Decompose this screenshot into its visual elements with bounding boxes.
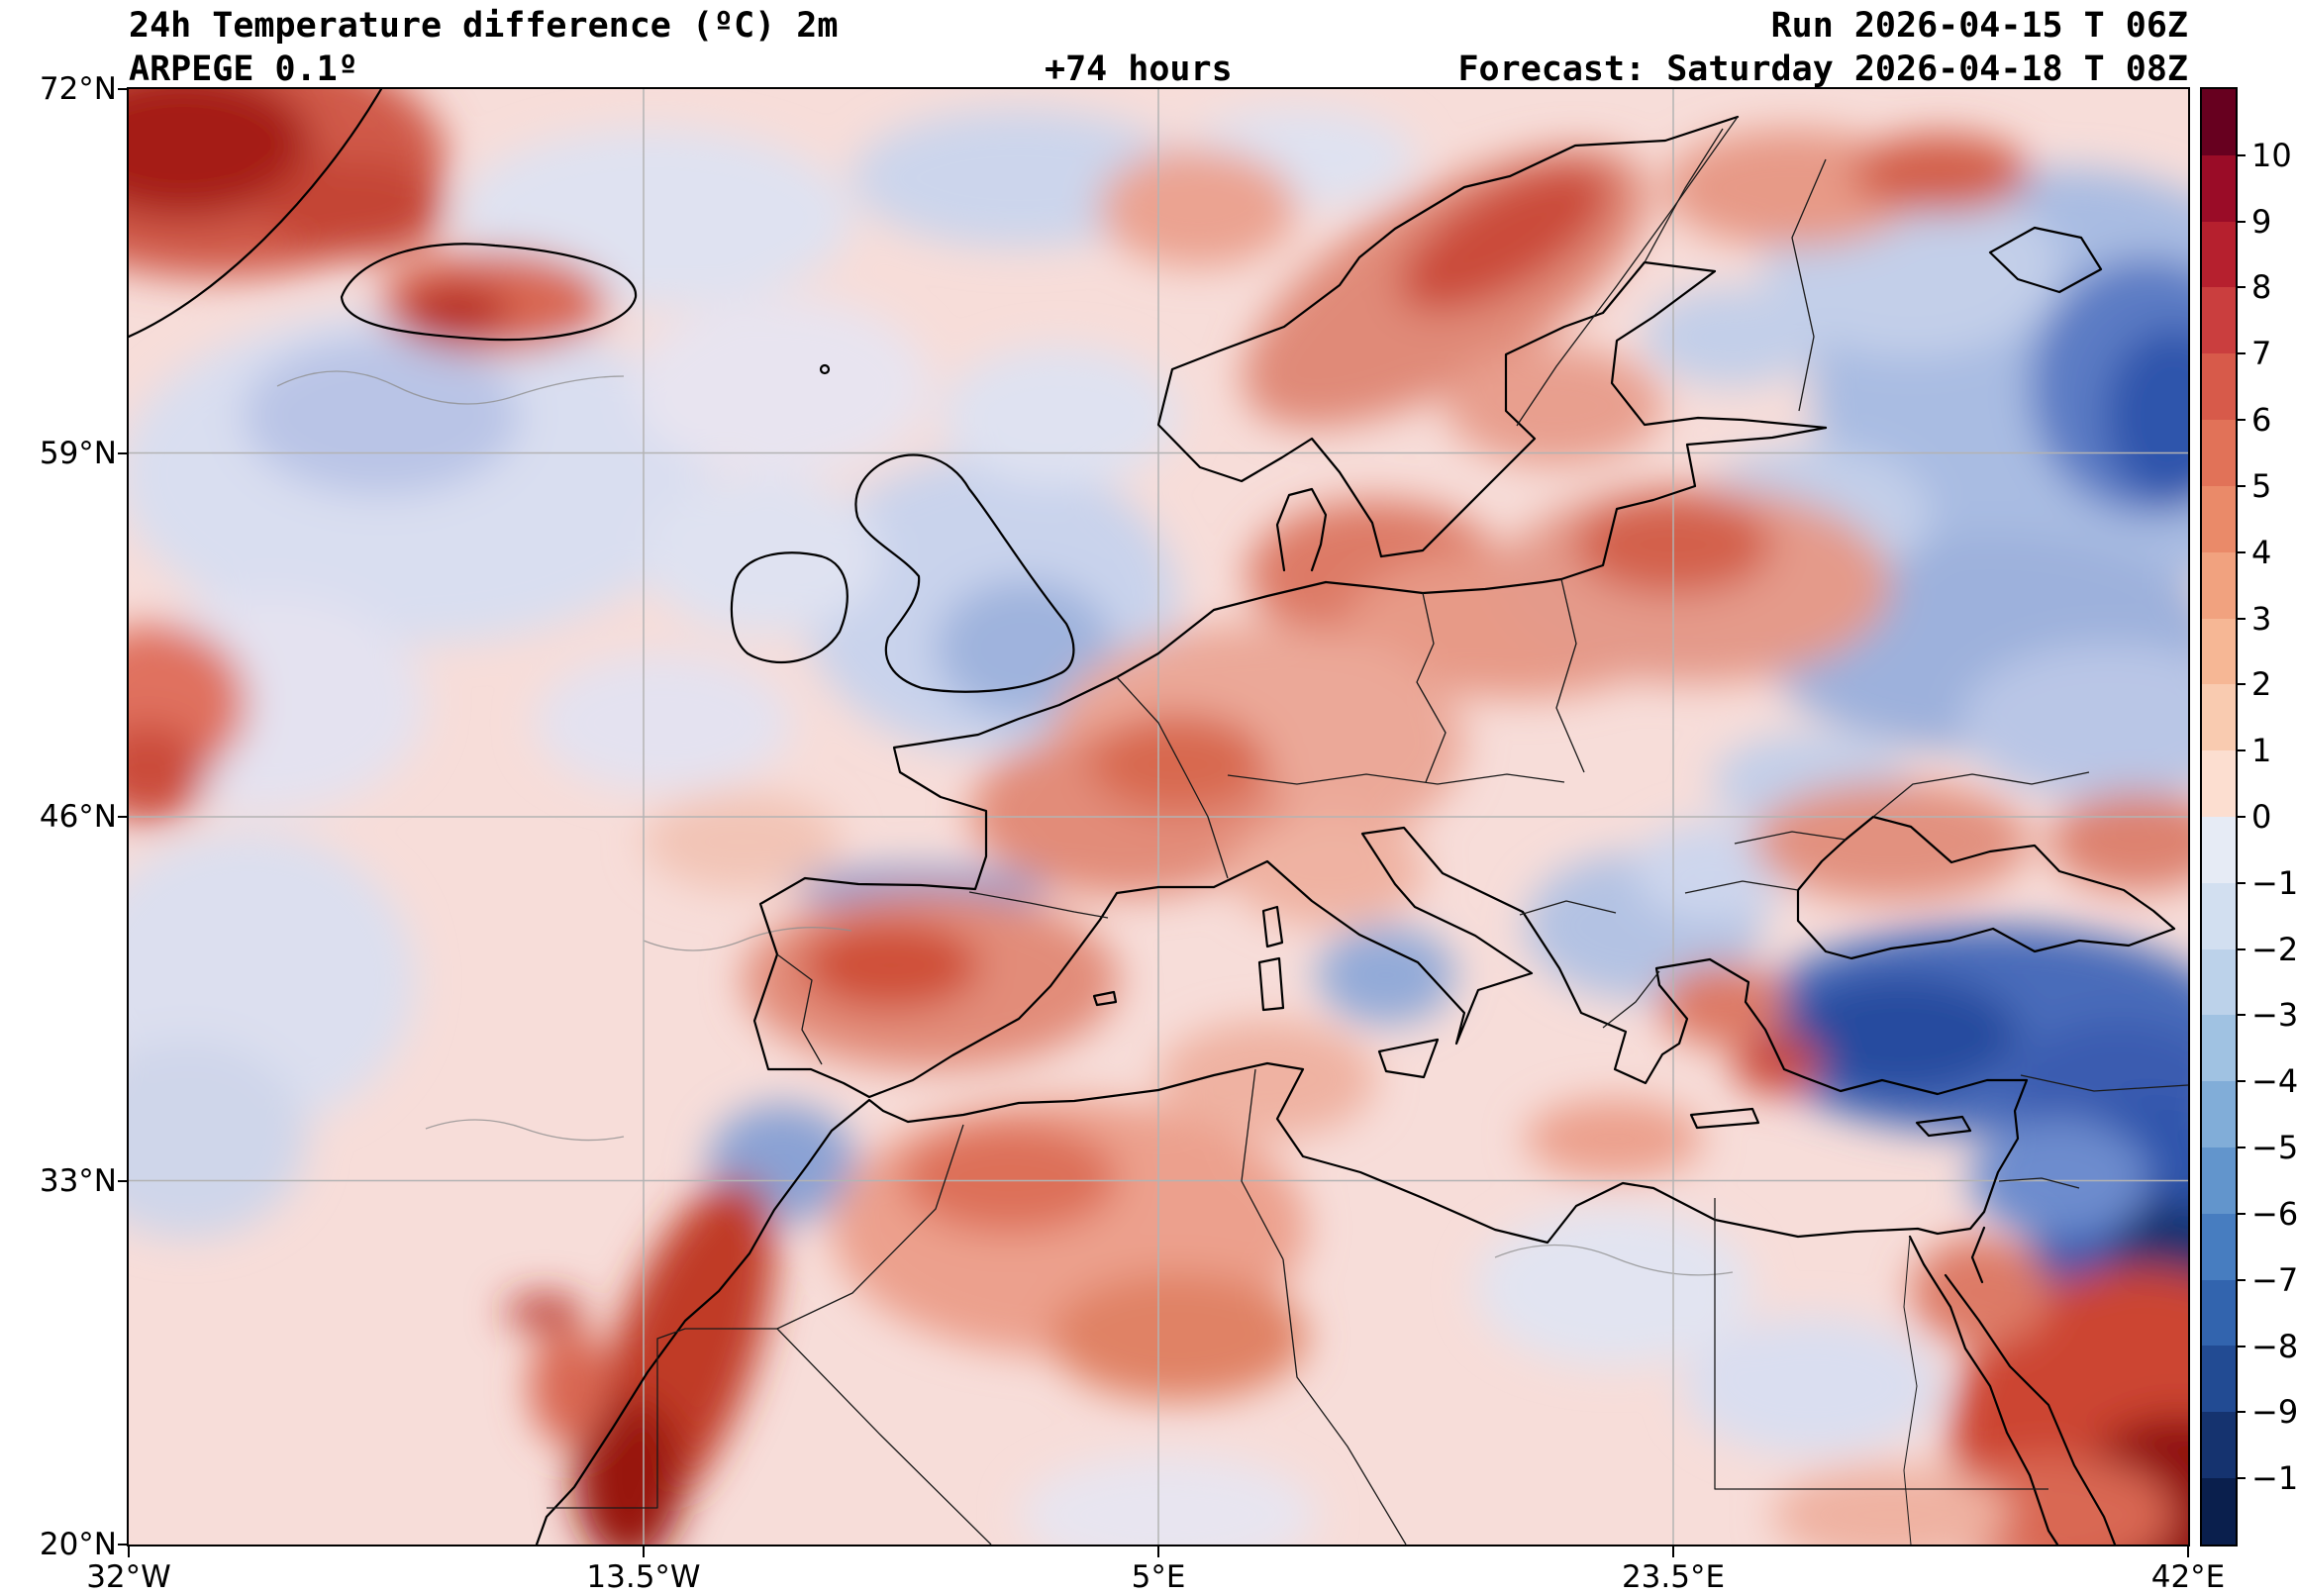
colorbar-band [2202, 1346, 2236, 1413]
model-label: ARPEGE 0.1º [129, 50, 358, 89]
lon-tick-label: 5°E [1131, 1559, 1186, 1595]
lon-tickmark [1157, 1546, 1159, 1557]
colorbar-band [2202, 1412, 2236, 1479]
lon-tickmark [1672, 1546, 1674, 1557]
colorbar-tick-label: 5 [2251, 466, 2272, 505]
colorbar-tick-label: −8 [2251, 1327, 2297, 1365]
lat-tick-label: 72°N [39, 71, 117, 107]
colorbar-band [2202, 353, 2236, 421]
country-borders [547, 116, 2188, 1545]
lon-tick-label: 42°E [2150, 1559, 2226, 1595]
colorbar-tick-label: −4 [2251, 1062, 2297, 1101]
lon-tickmark [128, 1546, 130, 1557]
colorbar-tick-label: −3 [2251, 996, 2297, 1035]
colorbar-band [2202, 750, 2236, 817]
colorbar-tick-label: 6 [2251, 401, 2272, 440]
zero-contours [276, 370, 1734, 1276]
colorbar-band [2202, 948, 2236, 1016]
colorbar-tick-label: 4 [2251, 533, 2272, 571]
colorbar-tick-label: 2 [2251, 665, 2272, 704]
colorbar-tick-label: −2 [2251, 930, 2297, 968]
colorbar-band [2202, 882, 2236, 949]
colorbar-band [2202, 287, 2236, 354]
lat-tick-label: 20°N [39, 1527, 117, 1562]
colorbar-tick-label: −9 [2251, 1393, 2297, 1432]
gridlines [129, 89, 2188, 1545]
colorbar-band [2202, 551, 2236, 619]
lon-tick-label: 13.5°W [586, 1559, 701, 1595]
colorbar-tick-label: 8 [2251, 268, 2272, 307]
colorbar-band [2202, 684, 2236, 751]
colorbar-tick-label: 1 [2251, 732, 2272, 770]
map-plot-frame [127, 87, 2190, 1546]
colorbar-band [2202, 1147, 2236, 1214]
run-label: Run 2026-04-15 T 06Z [1770, 6, 2188, 46]
lat-tick-label: 59°N [39, 435, 117, 471]
map-title: 24h Temperature difference (ºC) 2m [129, 6, 839, 46]
lon-tick-label: 23.5°E [1621, 1559, 1726, 1595]
colorbar-tick-label: −7 [2251, 1260, 2297, 1299]
colorbar-band [2202, 1279, 2236, 1347]
lat-tick-label: 46°N [39, 799, 117, 835]
colorbar-band [2202, 1478, 2236, 1545]
colorbar-band [2202, 420, 2236, 486]
colorbar-band [2202, 89, 2236, 155]
colorbar-band [2202, 154, 2236, 222]
colorbar-tick-label: 0 [2251, 798, 2272, 836]
colorbar-tick-label: 10 [2251, 136, 2292, 174]
colorbar-band [2202, 1081, 2236, 1147]
map-canvas [129, 89, 2188, 1545]
colorbar-tick-label: 9 [2251, 202, 2272, 241]
colorbar [2200, 87, 2238, 1546]
lon-tickmark [2187, 1546, 2189, 1557]
colorbar-band [2202, 816, 2236, 883]
colorbar-band [2202, 1213, 2236, 1280]
colorbar-band [2202, 221, 2236, 288]
colorbar-band [2202, 618, 2236, 685]
lon-tickmark [643, 1546, 645, 1557]
colorbar-bands [2202, 89, 2236, 1545]
colorbar-band [2202, 1015, 2236, 1082]
lat-tick-label: 33°N [39, 1162, 117, 1199]
colorbar-tick-label: 7 [2251, 335, 2272, 373]
colorbar-tick-label: −1 [2251, 863, 2297, 902]
colorbar-band [2202, 485, 2236, 552]
temperature-field [129, 89, 2188, 1545]
colorbar-tick-label: −5 [2251, 1129, 2297, 1167]
lon-tick-label: 32°W [86, 1559, 171, 1595]
colorbar-tick-label: −6 [2251, 1194, 2297, 1233]
colorbar-tick-label: 3 [2251, 599, 2272, 638]
forecast-label: Forecast: Saturday 2026-04-18 T 08Z [1457, 50, 2188, 89]
lead-time-label: +74 hours [1045, 50, 1233, 89]
colorbar-tick-label: −10 [2251, 1459, 2297, 1498]
